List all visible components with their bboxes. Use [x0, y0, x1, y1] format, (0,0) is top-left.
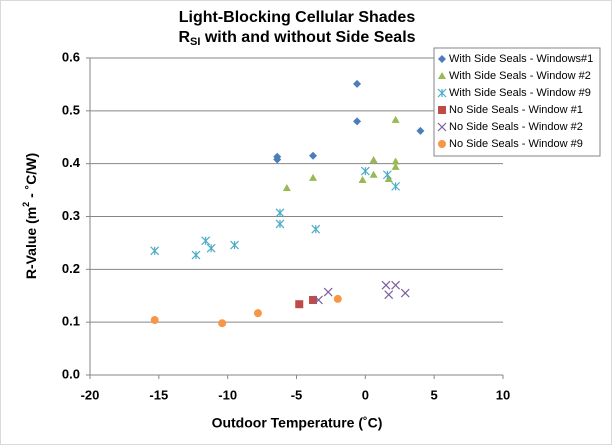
- point: [369, 170, 378, 178]
- point: [391, 280, 401, 290]
- point: [353, 79, 362, 88]
- x-tick-label: 5: [431, 387, 438, 402]
- y-tick-label: 0.5: [62, 102, 80, 117]
- point: [391, 181, 401, 191]
- point: [150, 316, 159, 325]
- x-axis-title: Outdoor Temperature (˚C): [212, 415, 383, 431]
- point: [323, 287, 333, 297]
- subtitle-sub: SI: [190, 36, 200, 48]
- legend-label: With Side Seals - Windows#1: [449, 53, 593, 65]
- legend-marker: [437, 88, 447, 98]
- point: [309, 173, 318, 181]
- point: [384, 174, 393, 182]
- y-tick-label: 0.4: [62, 155, 81, 170]
- point: [314, 295, 323, 305]
- chart-title: Light-Blocking Cellular Shades: [179, 9, 416, 26]
- point: [206, 243, 216, 253]
- point: [333, 294, 342, 303]
- x-tick-label: -10: [218, 387, 237, 402]
- point: [416, 126, 425, 135]
- legend-label: No Side Seals - Window #9: [449, 138, 583, 150]
- legend-label: With Side Seals - Window #9: [449, 87, 591, 99]
- legend-label: With Side Seals - Window #2: [449, 70, 591, 82]
- point: [275, 219, 285, 229]
- point: [391, 162, 400, 170]
- legend: With Side Seals - Windows#1 With Side Sea…: [433, 47, 601, 157]
- point: [358, 176, 367, 184]
- point: [353, 117, 362, 126]
- point: [311, 224, 321, 234]
- legend-marker: [437, 122, 447, 132]
- y-tick-label: 0.6: [62, 49, 80, 64]
- point: [382, 170, 392, 180]
- point: [275, 208, 285, 218]
- legend-marker: [438, 106, 446, 114]
- point: [150, 246, 160, 256]
- legend-marker: [438, 72, 446, 79]
- y-tick-label: 0.0: [62, 366, 80, 381]
- y-tick-label: 0.1: [62, 314, 80, 329]
- y-title-sup: 2: [21, 202, 31, 207]
- y-axis-title: R-Value (m2 - ˚C/W): [21, 153, 38, 279]
- x-tick-label: 10: [496, 387, 510, 402]
- chart-subtitle: RSI with and without Side Seals: [178, 29, 415, 48]
- legend-marker: [438, 140, 446, 148]
- legend-marker: [438, 55, 446, 63]
- point: [384, 290, 394, 300]
- point: [369, 155, 378, 163]
- x-tick-label: 0: [362, 387, 369, 402]
- point: [295, 300, 304, 309]
- y-title-rest: - ˚C/W): [23, 153, 39, 202]
- y-title-main: R-Value (m: [23, 207, 39, 279]
- x-tick-label: -15: [149, 387, 168, 402]
- point: [230, 240, 239, 250]
- legend-label: No Side Seals - Window #1: [449, 104, 583, 116]
- point: [360, 166, 370, 176]
- point: [391, 157, 400, 165]
- point: [400, 288, 410, 298]
- legend-label: No Side Seals - Window #2: [449, 121, 583, 133]
- point: [309, 295, 318, 304]
- subtitle-main: R: [178, 29, 190, 46]
- point: [201, 236, 211, 246]
- y-tick-label: 0.3: [62, 208, 80, 223]
- x-tick-label: -5: [291, 387, 303, 402]
- point: [381, 280, 391, 290]
- y-tick-label: 0.2: [62, 261, 80, 276]
- x-tick-label: -20: [81, 387, 100, 402]
- point: [282, 183, 291, 191]
- legend-box: [433, 47, 601, 157]
- point: [309, 151, 318, 160]
- point: [218, 319, 227, 328]
- subtitle-rest: with and without Side Seals: [200, 29, 415, 46]
- point: [191, 250, 201, 260]
- point: [273, 155, 282, 164]
- point: [253, 309, 262, 318]
- point: [391, 115, 400, 123]
